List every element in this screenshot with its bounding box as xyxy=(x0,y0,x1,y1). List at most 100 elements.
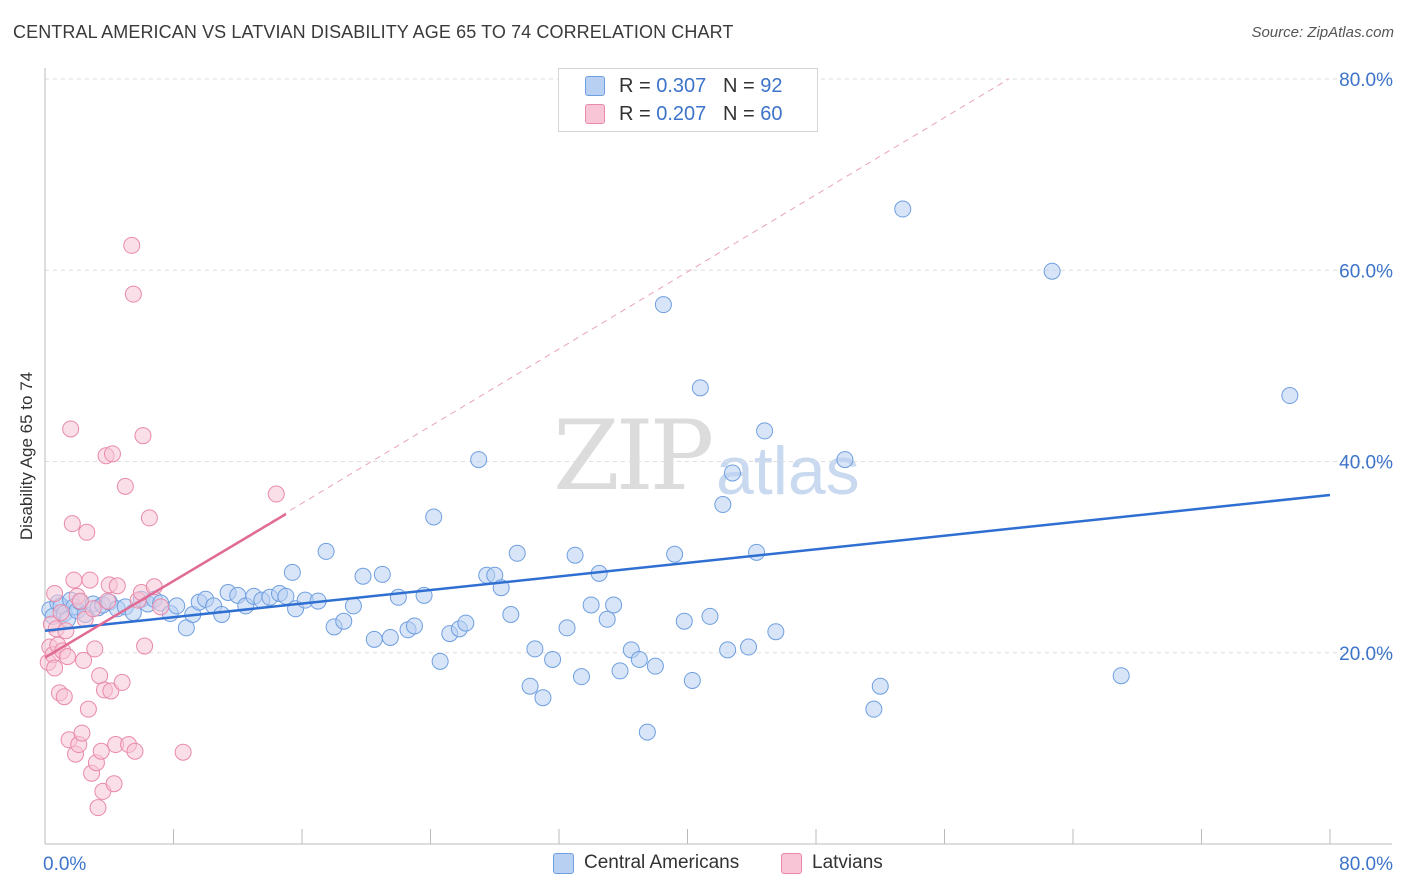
legend-r-label: R = xyxy=(619,74,651,97)
central-american-point xyxy=(894,200,912,218)
bottom-legend-central: Central Americans xyxy=(553,852,739,874)
latvian-point xyxy=(73,724,91,742)
central-american-point xyxy=(1281,387,1299,405)
latvian-point xyxy=(103,445,121,463)
central-american-point xyxy=(508,544,526,562)
y-tick-label: 80.0% xyxy=(1339,70,1393,91)
latvian-point xyxy=(62,420,80,438)
legend-n-label: N = xyxy=(722,102,755,125)
central-american-point xyxy=(521,677,539,695)
central-american-point xyxy=(572,668,590,686)
central-american-point xyxy=(865,700,883,718)
bottom-legend-label-latvian: Latvians xyxy=(812,852,883,873)
legend-n-value-central: 92 xyxy=(760,74,783,97)
central-american-point xyxy=(373,565,391,583)
latvian-point xyxy=(174,743,192,761)
central-american-point xyxy=(526,640,544,658)
legend-n-value-latvian: 60 xyxy=(760,102,783,125)
latvian-point xyxy=(116,477,134,495)
legend-swatch-latvian xyxy=(585,104,605,124)
latvian-point xyxy=(46,659,64,677)
central-american-point xyxy=(871,677,889,695)
central-american-point xyxy=(654,296,672,314)
latvian-point xyxy=(124,285,142,303)
legend-r-value-latvian: 0.207 xyxy=(656,102,707,125)
central-american-point xyxy=(714,496,732,514)
latvian-point xyxy=(75,651,93,669)
central-american-point xyxy=(1112,667,1130,685)
central-american-point xyxy=(582,596,600,614)
central-american-point xyxy=(1043,262,1061,280)
central-american-point xyxy=(405,617,423,635)
central-american-point xyxy=(457,614,475,632)
central-american-point xyxy=(335,612,353,630)
central-american-point xyxy=(666,545,684,563)
central-american-point xyxy=(317,542,335,560)
central-american-point xyxy=(365,630,383,648)
latvian-point xyxy=(126,742,144,760)
central-american-point xyxy=(544,650,562,668)
latvian-point xyxy=(140,509,158,527)
central-american-point xyxy=(598,610,616,628)
central-american-point xyxy=(719,641,737,659)
y-tick-label: 40.0% xyxy=(1339,453,1393,474)
central-american-point xyxy=(605,596,623,614)
watermark-zip: ZIP xyxy=(553,400,714,512)
latvian-point xyxy=(63,515,81,533)
x-tick-label: 0.0% xyxy=(43,854,86,875)
central-american-point xyxy=(611,662,629,680)
latvian-point xyxy=(136,637,154,655)
latvian-point xyxy=(113,673,131,691)
latvian-point xyxy=(134,427,152,445)
bottom-legend-latvian: Latvians xyxy=(781,852,883,874)
latvian-point xyxy=(105,775,123,793)
central-american-point xyxy=(748,543,766,561)
latvian-point xyxy=(79,700,97,718)
central-american-point xyxy=(646,657,664,675)
latvian-point xyxy=(102,682,120,700)
latvian-point xyxy=(152,598,170,616)
latvian-point xyxy=(91,667,109,685)
central-american-point xyxy=(756,422,774,440)
central-american-point xyxy=(534,689,552,707)
central-american-point xyxy=(344,597,362,615)
latvian-point xyxy=(108,577,126,595)
central-american-point xyxy=(691,379,709,397)
legend: R = 0.307 N = 92 R = 0.207 N = 60 xyxy=(558,68,818,132)
legend-row-central: R = 0.307 N = 92 xyxy=(585,73,782,99)
latvian-point xyxy=(92,742,110,760)
central-american-point xyxy=(723,464,741,482)
latvian-point xyxy=(78,523,96,541)
latvian-point xyxy=(55,688,73,706)
latvian-point xyxy=(65,571,83,589)
latvian-point xyxy=(81,571,99,589)
central-american-point xyxy=(381,628,399,646)
x-tick-label: 80.0% xyxy=(1339,854,1393,875)
central-american-point xyxy=(283,563,301,581)
central-american-point xyxy=(354,567,372,585)
bottom-legend-swatch-latvian xyxy=(781,852,802,874)
latvian-point xyxy=(58,648,76,666)
latvian-point xyxy=(86,640,104,658)
central-american-point xyxy=(470,451,488,469)
central-american-point xyxy=(836,451,854,469)
central-american-point xyxy=(638,723,656,741)
bottom-legend-swatch-central xyxy=(553,852,574,874)
central-american-point xyxy=(630,650,648,668)
latvian-point xyxy=(267,485,285,503)
latvian-point xyxy=(84,600,102,618)
central-american-point xyxy=(558,619,576,637)
latvian-point xyxy=(46,584,64,602)
central-american-point xyxy=(767,623,785,641)
central-american-point xyxy=(701,607,719,625)
legend-r-label: R = xyxy=(619,102,651,125)
central-american-trendline xyxy=(44,493,1331,632)
central-american-point xyxy=(740,638,758,656)
legend-n-label: N = xyxy=(722,74,755,97)
central-american-point xyxy=(675,612,693,630)
central-american-point xyxy=(168,597,186,615)
bottom-legend-label-central: Central Americans xyxy=(584,852,740,873)
latvian-point xyxy=(57,622,75,640)
central-american-point xyxy=(502,606,520,623)
